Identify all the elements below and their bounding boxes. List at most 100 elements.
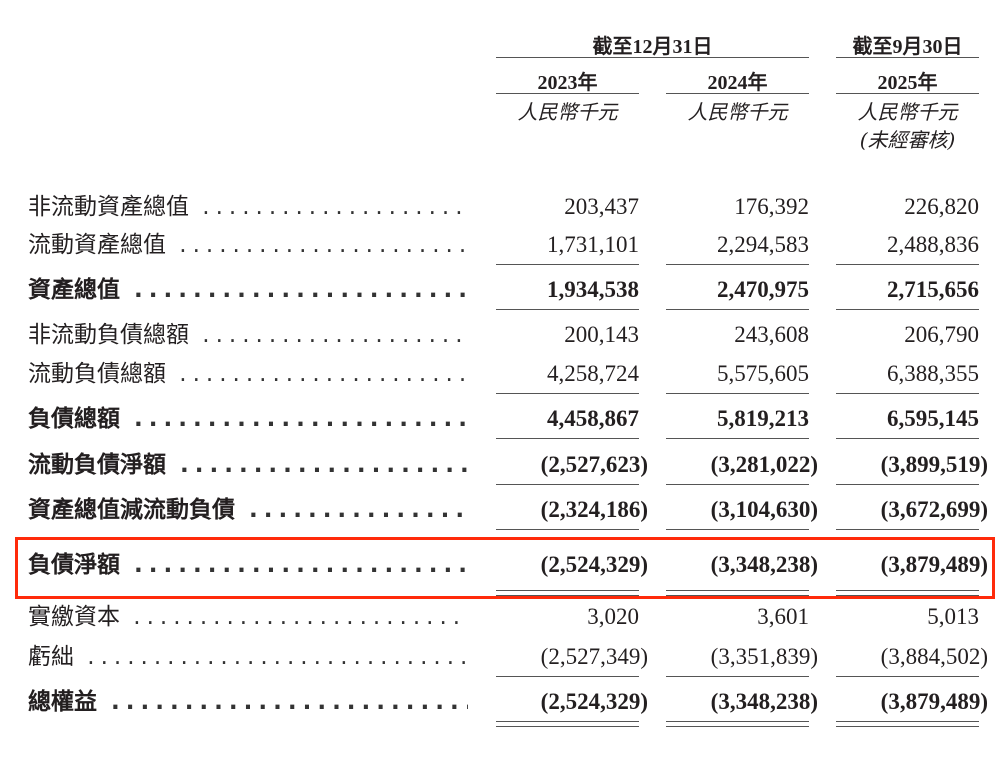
row-label-text: 實繳資本 [28,604,120,630]
cell-value: 3,020 [587,604,639,629]
row-label-text: 流動負債淨額 [28,452,166,478]
underline [496,590,639,591]
dot-leader: ........................................… [134,406,468,432]
underline [496,438,639,439]
row-label: 流動負債淨額 .................................… [28,448,468,482]
dot-leader: ........................................… [202,194,468,220]
cell-value: (3,884,502) [880,644,988,669]
row-label-text: 虧絀 [28,644,74,670]
cell-value: (2,527,623) [540,452,648,477]
dot-leader: ........................................… [179,232,468,258]
cell-value: (3,899,519) [880,452,988,477]
cell-value: (3,104,630) [710,497,818,522]
row-label-text: 負債淨額 [28,552,120,578]
underline [666,721,809,722]
cell-value: 200,143 [564,322,639,347]
row-label: 資產總值 ...................................… [28,273,468,307]
dot-leader: ........................................… [111,689,468,715]
cell-value: 6,388,355 [887,361,979,386]
cell-value: (3,879,489) [880,689,988,714]
cell-value: 2,715,656 [887,277,979,302]
underline [666,529,809,530]
underline [496,726,639,727]
cell-value: (3,879,489) [880,552,988,577]
unit-label: 人民幣千元 [857,100,958,124]
dot-leader: ........................................… [87,644,468,670]
cell-value: (2,527,349) [540,644,648,669]
cell-value: 226,820 [904,194,979,219]
divider [496,57,809,58]
underline [496,529,639,530]
underline [496,264,639,265]
underline [666,590,809,591]
underline [496,595,639,596]
row-label: 負債總額 ...................................… [28,402,468,436]
cell-value: 5,575,605 [717,361,809,386]
row-label-text: 非流動資產總值 [28,194,189,220]
row-label-text: 資產總值減流動負債 [28,497,235,523]
unit-label: 人民幣千元 [687,100,788,124]
cell-value: 2,488,836 [887,232,979,257]
underline [836,484,979,485]
row-label-text: 資產總值 [28,277,120,303]
cell-value: 203,437 [564,194,639,219]
period-header-dec31: 截至12月31日 [592,36,713,58]
cell-value: 176,392 [734,194,809,219]
divider [496,93,639,94]
underline [836,264,979,265]
underline [836,726,979,727]
unaudited-label: (未經審核) [859,128,956,152]
underline [836,590,979,591]
underline [666,309,809,310]
underline [496,393,639,394]
cell-value: 6,595,145 [887,406,979,431]
underline [836,529,979,530]
row-label-text: 負債總額 [28,406,120,432]
underline [666,484,809,485]
cell-value: (3,348,238) [710,689,818,714]
cell-value: (2,324,186) [540,497,648,522]
underline [666,595,809,596]
cell-value: (3,351,839) [710,644,818,669]
underline [666,438,809,439]
dot-leader: ........................................… [179,361,468,387]
underline [496,676,639,677]
year-header-2023: 2023年 [537,72,598,94]
cell-value: 206,790 [904,322,979,347]
underline [836,721,979,722]
dot-leader: ........................................… [134,277,468,303]
dot-leader: ........................................… [249,497,468,523]
row-label: 總權益 ....................................… [28,685,468,719]
dot-leader: ........................................… [133,604,468,630]
cell-value: 1,934,538 [547,277,639,302]
cell-value: 1,731,101 [547,232,639,257]
underline [836,676,979,677]
cell-value: 5,819,213 [717,406,809,431]
cell-value: (3,672,699) [880,497,988,522]
cell-value: 243,608 [734,322,809,347]
row-label: 流動資產總值 .................................… [28,228,468,262]
cell-value: (3,281,022) [710,452,818,477]
underline [836,595,979,596]
row-label: 實繳資本 ...................................… [28,600,468,634]
unit-label: 人民幣千元 [517,100,618,124]
highlight-box [15,537,995,599]
underline [496,721,639,722]
cell-value: (2,524,329) [540,552,648,577]
divider [666,93,809,94]
year-header-2024: 2024年 [707,72,768,94]
dot-leader: ........................................… [134,552,468,578]
row-label-text: 流動負債總額 [28,361,166,387]
cell-value: 2,470,975 [717,277,809,302]
underline [836,438,979,439]
dot-leader: ........................................… [180,452,468,478]
cell-value: 3,601 [757,604,809,629]
cell-value: 5,013 [927,604,979,629]
divider [836,93,979,94]
row-label: 負債淨額 ...................................… [28,548,468,582]
row-label: 非流動資產總值 ................................… [28,190,468,224]
underline [666,676,809,677]
row-label-text: 流動資產總值 [28,232,166,258]
underline [666,264,809,265]
underline [496,484,639,485]
